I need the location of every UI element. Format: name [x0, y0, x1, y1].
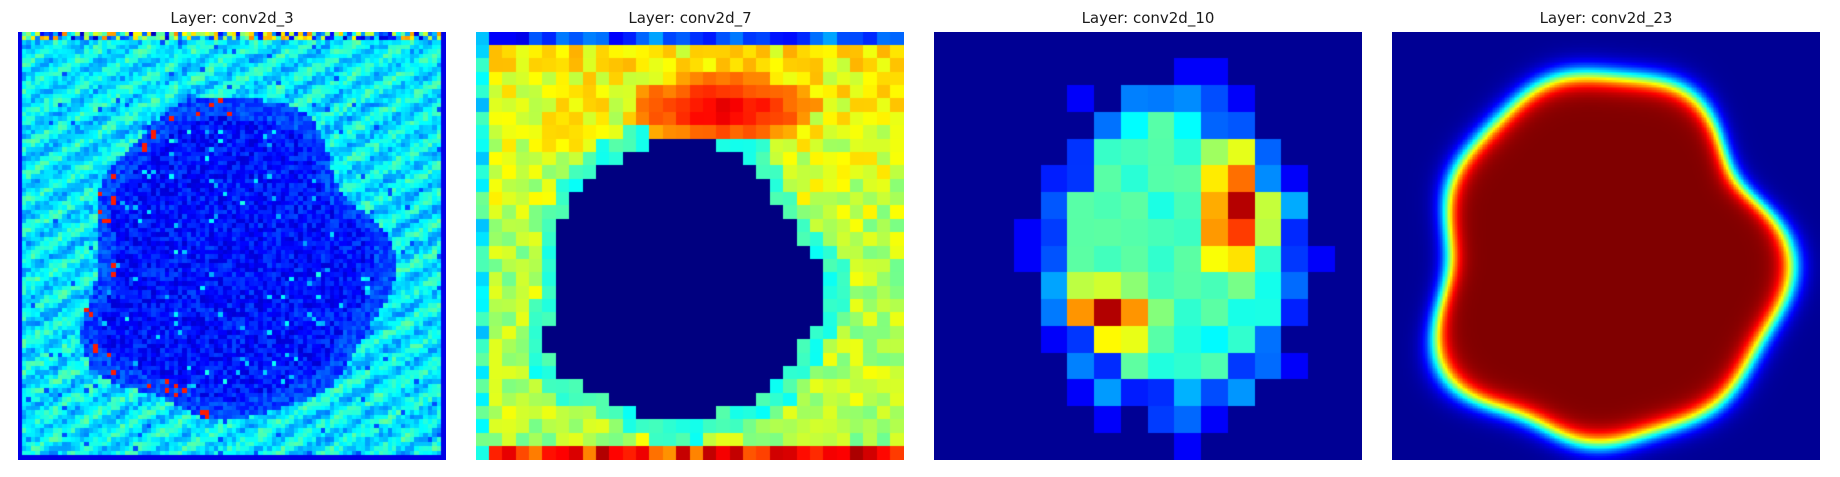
panel-title: Layer: conv2d_7 — [628, 9, 752, 27]
heatmap-conv2d-7 — [476, 32, 904, 460]
heatmap-panel-conv2d-23: Layer: conv2d_23 — [1392, 0, 1820, 477]
heatmap-conv2d-23 — [1392, 32, 1820, 460]
heatmap-panel-conv2d-7: Layer: conv2d_7 — [476, 0, 904, 477]
heatmap-conv2d-10 — [934, 32, 1362, 460]
panel-title: Layer: conv2d_23 — [1539, 9, 1673, 27]
heatmap-panel-conv2d-10: Layer: conv2d_10 — [934, 0, 1362, 477]
heatmap-conv2d-3 — [18, 32, 446, 460]
panel-title: Layer: conv2d_3 — [170, 9, 294, 27]
panel-title: Layer: conv2d_10 — [1081, 9, 1215, 27]
heatmap-panel-conv2d-3: Layer: conv2d_3 — [18, 0, 446, 477]
